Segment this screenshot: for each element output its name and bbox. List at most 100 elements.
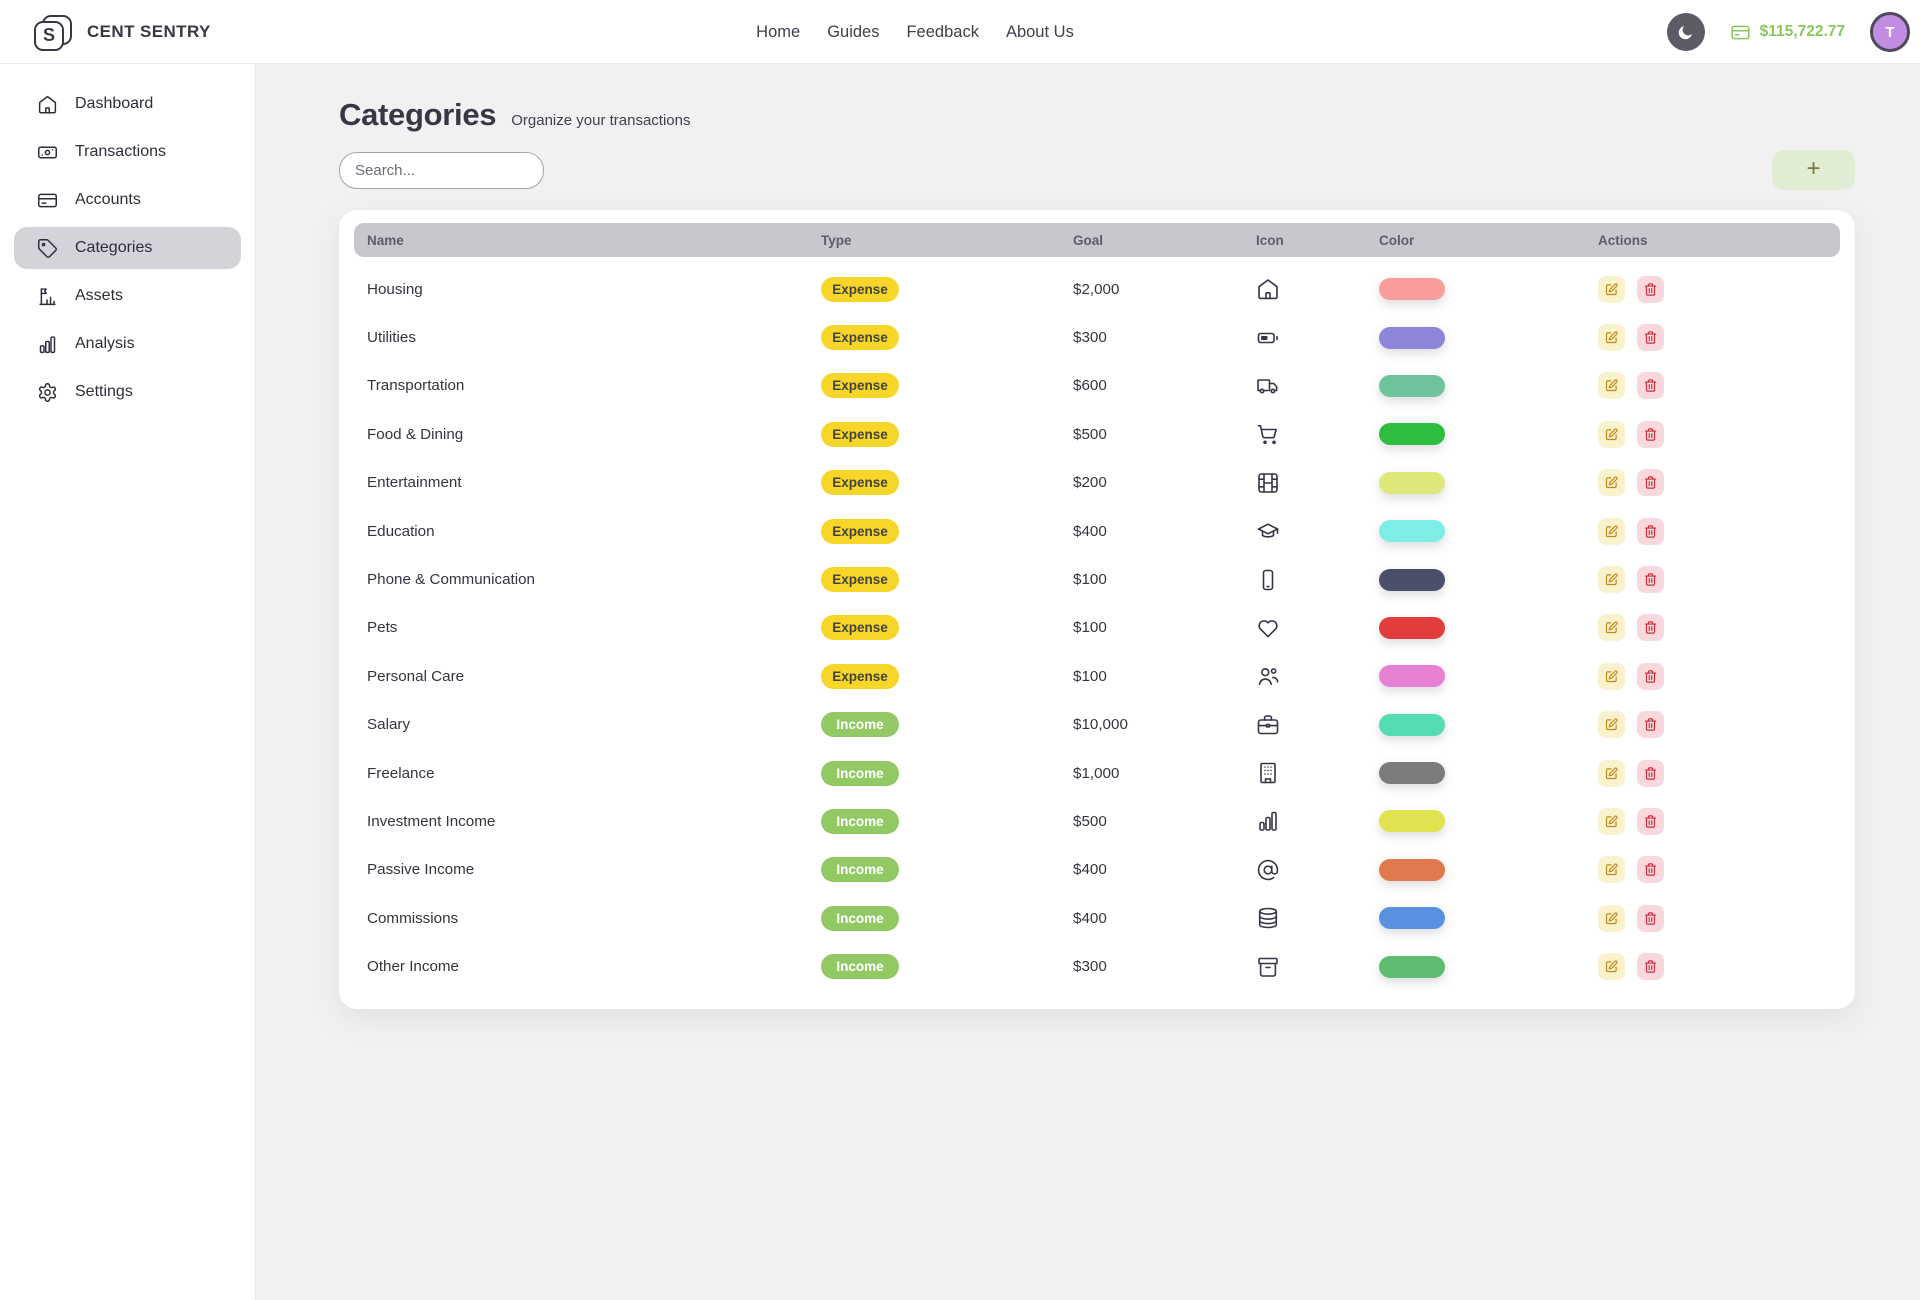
sidebar-item-categories[interactable]: Categories bbox=[14, 227, 241, 269]
delete-button[interactable] bbox=[1637, 759, 1664, 787]
trash-icon bbox=[1644, 282, 1657, 296]
sidebar-item-analysis[interactable]: Analysis bbox=[14, 323, 241, 365]
goal-value: $100 bbox=[1073, 571, 1107, 589]
table-row: Freelance Income $1,000 bbox=[354, 749, 1840, 797]
edit-button[interactable] bbox=[1598, 566, 1625, 594]
theme-toggle-button[interactable] bbox=[1666, 13, 1705, 51]
delete-button[interactable] bbox=[1637, 566, 1664, 594]
color-pill bbox=[1379, 568, 1445, 591]
edit-button[interactable] bbox=[1598, 759, 1625, 787]
category-name: Personal Care bbox=[367, 667, 465, 685]
row-actions bbox=[1598, 372, 1840, 400]
delete-button[interactable] bbox=[1637, 324, 1664, 352]
color-pill bbox=[1379, 955, 1445, 978]
edit-button[interactable] bbox=[1598, 614, 1625, 642]
goal-value: $2,000 bbox=[1073, 280, 1120, 298]
archive-icon bbox=[1258, 957, 1278, 977]
row-actions bbox=[1598, 517, 1840, 545]
type-badge: Income bbox=[821, 808, 899, 834]
sidebar-item-dashboard[interactable]: Dashboard bbox=[14, 83, 241, 125]
goal-value: $600 bbox=[1073, 377, 1107, 395]
edit-icon bbox=[1605, 670, 1618, 682]
category-icon-cell bbox=[1256, 519, 1379, 543]
type-badge: Income bbox=[821, 760, 899, 786]
trash-icon bbox=[1644, 912, 1657, 925]
edit-button[interactable] bbox=[1598, 420, 1625, 448]
main-content: Categories Organize your transactions + … bbox=[339, 64, 1855, 1009]
edit-button[interactable] bbox=[1598, 662, 1625, 690]
type-badge: Expense bbox=[821, 567, 899, 593]
row-actions bbox=[1598, 904, 1840, 932]
delete-button[interactable] bbox=[1637, 372, 1664, 400]
edit-icon bbox=[1605, 331, 1618, 344]
avatar[interactable]: T bbox=[1870, 12, 1910, 52]
trash-icon bbox=[1644, 960, 1657, 973]
category-icon-cell bbox=[1256, 761, 1379, 785]
category-name: Other Income bbox=[367, 958, 460, 976]
nav-link-guides[interactable]: Guides bbox=[827, 22, 880, 41]
delete-button[interactable] bbox=[1637, 904, 1664, 932]
trash-icon bbox=[1644, 379, 1657, 393]
smartphone-icon bbox=[1262, 569, 1274, 590]
delete-button[interactable] bbox=[1637, 517, 1664, 545]
delete-button[interactable] bbox=[1637, 469, 1664, 497]
row-actions bbox=[1598, 614, 1840, 642]
color-pill bbox=[1379, 374, 1445, 397]
trash-icon bbox=[1644, 428, 1657, 441]
delete-button[interactable] bbox=[1637, 953, 1664, 981]
edit-button[interactable] bbox=[1598, 904, 1625, 932]
banknote-icon bbox=[38, 146, 57, 158]
edit-button[interactable] bbox=[1598, 517, 1625, 545]
nav-link-about-us[interactable]: About Us bbox=[1005, 22, 1074, 41]
edit-button[interactable] bbox=[1598, 953, 1625, 981]
type-badge: Income bbox=[821, 954, 899, 980]
color-pill bbox=[1379, 907, 1445, 930]
category-name: Utilities bbox=[367, 329, 416, 347]
delete-button[interactable] bbox=[1637, 275, 1664, 303]
delete-button[interactable] bbox=[1637, 662, 1664, 690]
table-row: Food & Dining Expense $500 bbox=[354, 410, 1840, 458]
goal-value: $300 bbox=[1073, 958, 1107, 976]
category-name: Education bbox=[367, 522, 435, 540]
delete-button[interactable] bbox=[1637, 420, 1664, 448]
goal-value: $100 bbox=[1073, 667, 1107, 685]
sidebar-item-settings[interactable]: Settings bbox=[14, 371, 241, 413]
trash-icon bbox=[1644, 331, 1657, 344]
edit-button[interactable] bbox=[1598, 469, 1625, 497]
edit-icon bbox=[1605, 379, 1618, 392]
search-input[interactable] bbox=[339, 151, 544, 189]
edit-icon bbox=[1605, 718, 1618, 731]
sidebar-item-accounts[interactable]: Accounts bbox=[14, 179, 241, 221]
edit-icon bbox=[1605, 428, 1618, 440]
edit-button[interactable] bbox=[1598, 324, 1625, 352]
sidebar-item-label: Dashboard bbox=[75, 95, 154, 112]
category-name: Transportation bbox=[367, 377, 465, 395]
brand-name: CENT SENTRY bbox=[87, 21, 211, 41]
sidebar-item-label: Assets bbox=[75, 287, 124, 304]
edit-button[interactable] bbox=[1598, 711, 1625, 739]
at-sign-icon bbox=[1257, 859, 1279, 881]
add-category-button[interactable]: + bbox=[1772, 150, 1855, 190]
type-badge: Expense bbox=[821, 615, 899, 641]
edit-icon bbox=[1605, 525, 1618, 537]
edit-button[interactable] bbox=[1598, 856, 1625, 884]
bar-chart-icon bbox=[39, 335, 56, 353]
nav-link-feedback[interactable]: Feedback bbox=[906, 22, 979, 41]
edit-button[interactable] bbox=[1598, 372, 1625, 400]
trash-icon bbox=[1644, 476, 1657, 489]
nav-link-home[interactable]: Home bbox=[756, 22, 801, 41]
bar-chart-icon bbox=[1259, 812, 1277, 832]
delete-button[interactable] bbox=[1637, 856, 1664, 884]
sidebar-item-transactions[interactable]: Transactions bbox=[14, 131, 241, 173]
battery-icon bbox=[1257, 332, 1278, 343]
edit-button[interactable] bbox=[1598, 807, 1625, 835]
sidebar-item-assets[interactable]: Assets bbox=[14, 275, 241, 317]
delete-button[interactable] bbox=[1637, 807, 1664, 835]
edit-button[interactable] bbox=[1598, 275, 1625, 303]
delete-button[interactable] bbox=[1637, 614, 1664, 642]
category-icon-cell bbox=[1256, 809, 1379, 833]
type-badge: Expense bbox=[821, 470, 899, 496]
delete-button[interactable] bbox=[1637, 711, 1664, 739]
table-row: Commissions Income $400 bbox=[354, 894, 1840, 942]
category-icon-cell bbox=[1256, 616, 1379, 640]
